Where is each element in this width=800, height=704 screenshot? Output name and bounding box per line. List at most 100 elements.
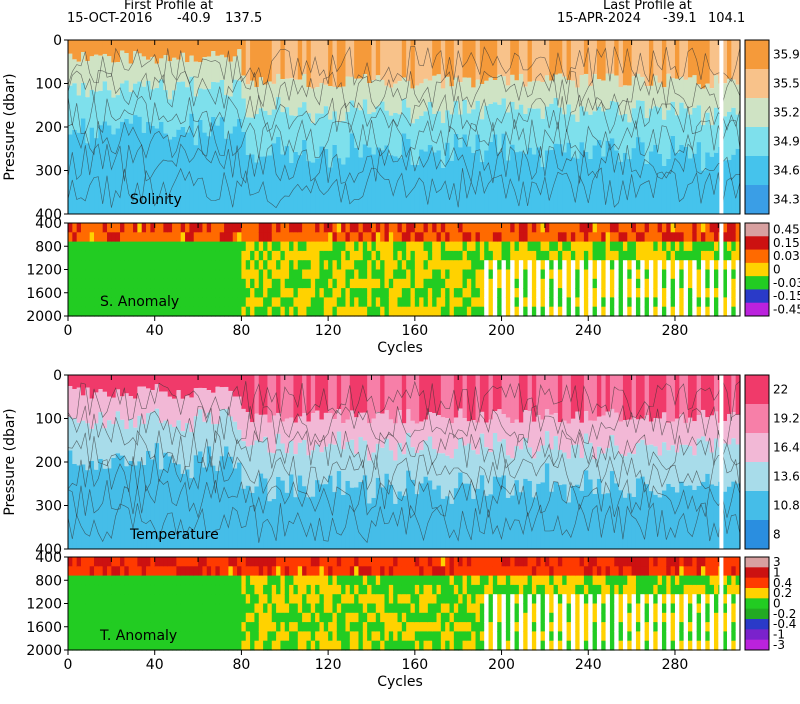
heatmap-cell: [137, 461, 143, 549]
heatmap-cell: [146, 640, 151, 651]
heatmap-cell: [267, 260, 273, 271]
heatmap-cell: [523, 584, 529, 595]
heatmap-cell: [657, 622, 663, 632]
heatmap-cell: [579, 106, 585, 143]
heatmap-cell: [250, 278, 256, 289]
heatmap-cell: [436, 260, 442, 271]
heatmap-cell: [224, 260, 230, 271]
heatmap-cell: [397, 410, 403, 444]
heatmap-cell: [271, 232, 277, 243]
heatmap-cell: [315, 269, 321, 280]
heatmap-cell: [440, 269, 446, 280]
heatmap-cell: [137, 631, 143, 642]
heatmap-cell: [111, 566, 117, 577]
heatmap-cell: [401, 260, 407, 271]
colorbar-label: 0: [773, 597, 781, 611]
heatmap-cell: [510, 622, 516, 632]
heatmap-cell: [115, 269, 121, 280]
x-tick-label: 40: [146, 323, 164, 339]
heatmap-cell: [371, 452, 377, 498]
heatmap-cell: [380, 269, 386, 280]
heatmap-cell: [159, 58, 164, 80]
heatmap-cell: [384, 85, 390, 111]
heatmap-cell: [141, 232, 147, 243]
heatmap-cell: [562, 631, 568, 642]
heatmap-cell: [237, 603, 243, 614]
heatmap-cell: [323, 241, 329, 252]
heatmap-cell: [380, 612, 386, 623]
heatmap-cell: [146, 557, 151, 567]
heatmap-cell: [692, 557, 698, 567]
heatmap-cell: [215, 622, 221, 632]
heatmap-cell: [527, 631, 533, 642]
heatmap-cell: [107, 297, 112, 308]
heatmap-cell: [280, 241, 286, 252]
heatmap-cell: [679, 444, 685, 482]
heatmap-cell: [89, 375, 95, 399]
heatmap-cell: [245, 566, 251, 577]
heatmap-cell: [215, 631, 221, 642]
heatmap-cell: [159, 121, 164, 214]
heatmap-cell: [202, 269, 208, 280]
heatmap-cell: [328, 475, 334, 549]
heatmap-cell: [601, 306, 607, 317]
heatmap-cell: [549, 449, 555, 492]
heatmap-cell: [332, 260, 338, 271]
heatmap-cell: [510, 250, 516, 261]
heatmap-cell: [380, 375, 386, 414]
heatmap-cell: [302, 297, 308, 308]
heatmap-cell: [245, 288, 251, 298]
heatmap-cell: [107, 223, 112, 233]
heatmap-cell: [605, 232, 611, 243]
heatmap-cell: [76, 557, 82, 567]
heatmap-cell: [193, 232, 199, 243]
heatmap-cell: [263, 297, 269, 308]
heatmap-cell: [72, 612, 78, 623]
heatmap-cell: [232, 223, 238, 233]
heatmap-cell: [362, 223, 368, 233]
heatmap-cell: [111, 241, 117, 252]
x-tick-label: 0: [64, 657, 73, 673]
heatmap-cell: [622, 85, 628, 115]
heatmap-cell: [618, 566, 624, 577]
heatmap-cell: [722, 223, 728, 233]
heatmap-cell: [206, 288, 212, 298]
heatmap-cell: [172, 603, 177, 614]
heatmap-cell: [76, 631, 82, 642]
heatmap-cell: [505, 417, 511, 456]
heatmap-cell: [180, 81, 186, 127]
heatmap-cell: [362, 260, 368, 271]
heatmap-cell: [202, 250, 208, 261]
heatmap-cell: [570, 241, 576, 252]
heatmap-cell: [618, 241, 624, 252]
heatmap-cell: [622, 152, 628, 214]
heatmap-cell: [306, 241, 312, 252]
heatmap-cell: [488, 419, 494, 453]
heatmap-cell: [462, 297, 468, 308]
heatmap-cell: [683, 603, 689, 614]
heatmap-cell: [436, 375, 442, 416]
heatmap-cell: [614, 566, 620, 577]
heatmap-cell: [341, 575, 347, 586]
heatmap-cell: [76, 241, 82, 252]
colorbar-segment: [745, 249, 769, 264]
heatmap-cell: [189, 566, 195, 577]
heatmap-cell: [172, 232, 177, 243]
heatmap-cell: [150, 622, 156, 632]
heatmap-cell: [540, 260, 546, 271]
heatmap-cell: [154, 278, 160, 289]
heatmap-cell: [206, 56, 212, 89]
heatmap-cell: [167, 306, 173, 317]
heatmap-cell: [709, 250, 715, 261]
heatmap-cell: [245, 631, 251, 642]
heatmap-cell: [120, 269, 125, 280]
heatmap-cell: [627, 622, 633, 632]
heatmap-cell: [133, 557, 138, 567]
heatmap-cell: [570, 306, 576, 317]
heatmap-cell: [653, 557, 659, 567]
heatmap-cell: [683, 223, 689, 233]
heatmap-cell: [315, 278, 321, 289]
heatmap-cell: [588, 269, 594, 280]
heatmap-cell: [141, 86, 147, 133]
heatmap-cell: [466, 375, 472, 422]
